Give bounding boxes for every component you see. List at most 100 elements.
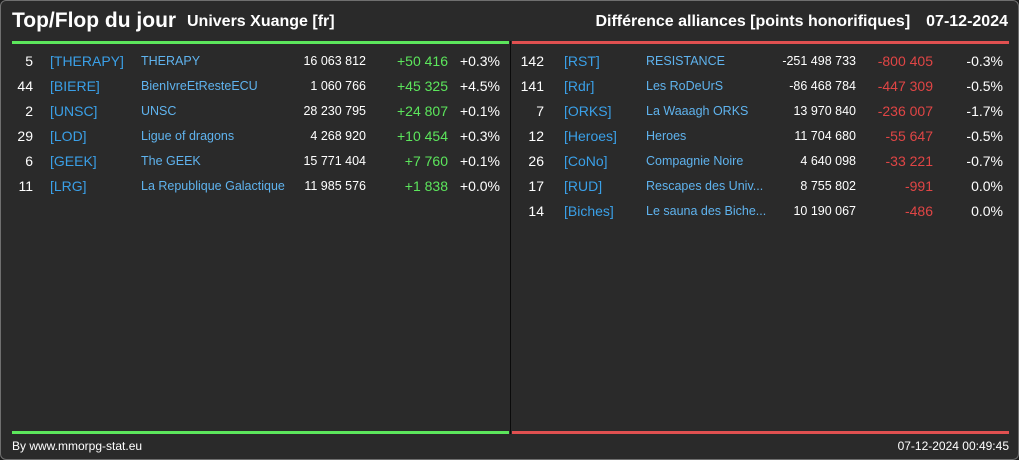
alliance-points: 8 755 802	[800, 179, 856, 193]
alliance-points: 4 268 920	[310, 129, 366, 143]
alliance-percent: 0.0%	[971, 178, 1003, 194]
alliance-percent: +0.0%	[459, 178, 500, 194]
alliance-tag[interactable]: [LOD]	[50, 128, 87, 144]
alliance-tag[interactable]: [ORKS]	[564, 103, 612, 119]
alliance-name[interactable]: The GEEK	[141, 154, 201, 168]
alliance-points: -251 498 733	[782, 54, 856, 68]
alliance-name[interactable]: Ligue of dragons	[141, 129, 235, 143]
alliance-rank: 12	[528, 128, 544, 144]
alliance-rank: 17	[528, 178, 544, 194]
alliance-percent: -0.7%	[966, 153, 1003, 169]
page-title: Top/Flop du jour	[12, 9, 177, 32]
alliance-points: 10 190 067	[793, 204, 856, 218]
column-divider	[510, 41, 511, 434]
alliance-diff: -800 405	[877, 53, 933, 69]
alliance-rank: 29	[17, 128, 33, 144]
alliance-rank: 141	[520, 78, 544, 94]
alliance-name[interactable]: La Republique Galactique	[141, 179, 285, 193]
alliance-tag[interactable]: [Rdr]	[564, 78, 595, 94]
alliance-rank: 142	[520, 53, 544, 69]
alliance-percent: +0.3%	[459, 53, 500, 69]
alliance-rank: 7	[536, 103, 544, 119]
alliance-diff: -991	[904, 178, 933, 194]
alliance-name[interactable]: UNSC	[141, 104, 177, 118]
alliance-name[interactable]: La Waaagh ORKS	[646, 104, 749, 118]
alliance-row: 26 [CoNo] Compagnie Noire 4 640 098 -33 221 -…	[511, 149, 1018, 174]
alliance-name[interactable]: RESISTANCE	[646, 54, 725, 68]
alliance-diff: -55 647	[885, 128, 933, 144]
alliance-rank: 26	[528, 153, 544, 169]
alliance-rank: 5	[25, 53, 33, 69]
alliance-name[interactable]: BienIvreEtResteECU	[141, 79, 258, 93]
alliance-row: 14 [Biches] Le sauna des Biche... 10 190 06…	[511, 199, 1018, 224]
alliance-rank: 2	[25, 103, 33, 119]
alliance-points: 11 704 680	[794, 129, 856, 143]
alliance-percent: -0.3%	[966, 53, 1003, 69]
alliance-points: -86 468 784	[789, 79, 856, 93]
alliance-points: 28 230 795	[303, 104, 366, 118]
alliance-points: 13 970 840	[793, 104, 856, 118]
alliance-tag[interactable]: [UNSC]	[50, 103, 98, 119]
alliance-tag[interactable]: [LRG]	[50, 178, 87, 194]
alliance-tag[interactable]: [BIERE]	[50, 78, 100, 94]
header: Top/Flop du jour Univers Xuange [fr] Dif…	[1, 1, 1018, 41]
alliance-tag[interactable]: [Heroes]	[564, 128, 617, 144]
alliance-points: 15 771 404	[303, 154, 366, 168]
alliance-rank: 14	[528, 203, 544, 219]
alliance-diff: +24 807	[397, 103, 448, 119]
alliance-diff: +7 760	[404, 153, 448, 169]
alliance-name[interactable]: Heroes	[646, 129, 687, 143]
flop-accent-bar	[512, 41, 1009, 44]
alliance-row: 29 [LOD] Ligue of dragons 4 268 920 +10 454 +…	[1, 124, 509, 149]
alliance-row: 2 [UNSC] UNSC 28 230 795 +24 807 +0.1%	[1, 99, 509, 124]
alliance-name[interactable]: THERAPY	[141, 54, 201, 68]
alliance-tag[interactable]: [RST]	[564, 53, 600, 69]
alliance-row: 141 [Rdr] Les RoDeUrS -86 468 784 -447 309 -0…	[511, 74, 1018, 99]
alliance-tag[interactable]: [GEEK]	[50, 153, 97, 169]
alliance-points: 1 060 766	[310, 79, 366, 93]
alliance-diff: -236 007	[877, 103, 933, 119]
alliance-name[interactable]: Rescapes des Univ...	[646, 179, 764, 193]
header-date: 07-12-2024	[926, 13, 1008, 30]
alliance-row: 6 [GEEK] The GEEK 15 771 404 +7 760 +0.1%	[1, 149, 509, 174]
alliance-diff: +45 325	[397, 78, 448, 94]
alliance-diff: +50 416	[397, 53, 448, 69]
alliance-row: 7 [ORKS] La Waaagh ORKS 13 970 840 -236 007 -…	[511, 99, 1018, 124]
top-accent-bar	[12, 41, 509, 44]
alliance-points: 16 063 812	[303, 54, 366, 68]
header-info: Différence alliances [points honorifique…	[595, 13, 1008, 31]
alliance-percent: +0.3%	[459, 128, 500, 144]
alliance-row: 44 [BIERE] BienIvreEtResteECU 1 060 766 +45 …	[1, 74, 509, 99]
alliance-row: 142 [RST] RESISTANCE -251 498 733 -800 405 -0…	[511, 49, 1018, 74]
alliance-tag[interactable]: [THERAPY]	[50, 53, 124, 69]
alliance-tag[interactable]: [CoNo]	[564, 153, 608, 169]
alliance-points: 11 985 576	[304, 179, 366, 193]
timestamp: 07-12-2024 00:49:45	[897, 439, 1009, 453]
alliance-name[interactable]: Compagnie Noire	[646, 154, 744, 168]
alliance-percent: 0.0%	[971, 203, 1003, 219]
alliance-diff: -447 309	[877, 78, 933, 94]
subject-label: Différence alliances [points honorifique…	[595, 13, 911, 30]
alliance-tag[interactable]: [Biches]	[564, 203, 614, 219]
alliance-name[interactable]: Le sauna des Biche...	[646, 204, 767, 218]
flop-footer-bar	[512, 431, 1009, 434]
alliance-diff: +1 838	[404, 178, 448, 194]
alliance-percent: +4.5%	[459, 78, 500, 94]
alliance-tag[interactable]: [RUD]	[564, 178, 603, 194]
alliance-percent: -0.5%	[966, 128, 1003, 144]
alliance-row: 5 [THERAPY] THERAPY 16 063 812 +50 416 +0.3%	[1, 49, 509, 74]
alliance-percent: -0.5%	[966, 78, 1003, 94]
top-footer-bar	[12, 431, 509, 434]
alliance-rank: 11	[18, 178, 33, 194]
alliance-points: 4 640 098	[800, 154, 856, 168]
credit-link[interactable]: By www.mmorpg-stat.eu	[12, 439, 143, 453]
universe-label: Univers Xuange [fr]	[187, 13, 335, 30]
alliance-rank: 6	[25, 153, 33, 169]
alliance-row: 11 [LRG] La Republique Galactique 11 985 57…	[1, 174, 509, 199]
alliance-row: 12 [Heroes] Heroes 11 704 680 -55 647 -0.5%	[511, 124, 1018, 149]
alliance-rank: 44	[17, 78, 33, 94]
alliance-name[interactable]: Les RoDeUrS	[646, 79, 724, 93]
alliance-diff: +10 454	[397, 128, 448, 144]
alliance-percent: -1.7%	[966, 103, 1003, 119]
